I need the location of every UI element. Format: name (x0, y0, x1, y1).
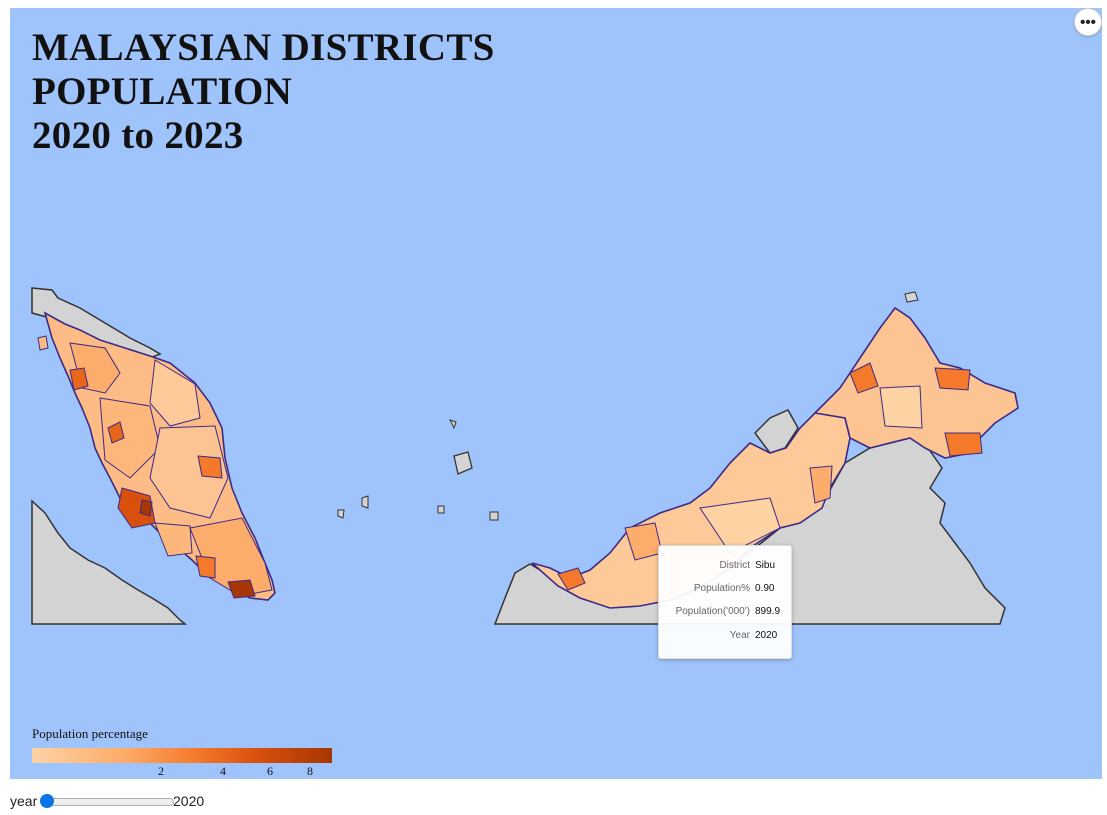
tooltip-key: District (719, 560, 750, 571)
natuna-island (453, 451, 473, 475)
choropleth-map[interactable] (10, 8, 1102, 779)
legend-tick: 2 (158, 764, 164, 778)
district-miri[interactable] (809, 465, 833, 504)
legend-tick: 6 (267, 764, 273, 778)
map-panel: MALAYSIAN DISTRICTS POPULATION 2020 to 2… (10, 8, 1102, 779)
year-slider-label: year (10, 793, 38, 809)
tooltip-key: Population('000') (675, 606, 750, 617)
year-slider-control: year 2020 (10, 790, 410, 814)
district-klang-valley[interactable] (117, 487, 156, 529)
tooltip-key: Year (729, 630, 750, 641)
langkawi-island[interactable] (37, 335, 49, 351)
district-kuching[interactable] (557, 567, 586, 591)
legend-tick: 4 (220, 764, 226, 778)
district-pahang[interactable] (149, 425, 229, 519)
sabah[interactable] (813, 306, 1019, 459)
district-hulu-langat[interactable] (139, 499, 153, 517)
year-slider-track[interactable] (44, 798, 174, 806)
small-island (361, 495, 369, 509)
district-kelantan[interactable] (149, 359, 201, 427)
legend-tick: 8 (307, 764, 313, 778)
more-horizontal-icon: ••• (1080, 13, 1096, 31)
tooltip-value: 899.9 (755, 606, 781, 617)
year-slider-thumb[interactable] (40, 794, 54, 808)
map-tooltip: District Sibu Population% 0.90 Populatio… (658, 545, 792, 659)
district-perak[interactable] (99, 397, 161, 479)
title-line-3: 2020 to 2023 (32, 114, 244, 157)
tooltip-value: 0.90 (755, 583, 775, 594)
district-johor-bahru[interactable] (227, 579, 256, 599)
title-line-1: MALAYSIAN DISTRICTS (32, 26, 495, 69)
district-tawau[interactable] (944, 432, 983, 457)
small-island (489, 511, 499, 521)
small-island (437, 505, 445, 514)
district-kota-kinabalu[interactable] (849, 362, 879, 394)
legend-title: Population percentage (32, 726, 148, 741)
tooltip-row-population-percent: Population% 0.90 (659, 583, 791, 597)
district-penang[interactable] (69, 367, 89, 391)
district-sandakan[interactable] (934, 367, 971, 391)
small-island (904, 291, 919, 303)
tooltip-key: Population% (693, 583, 750, 594)
district-kuantan[interactable] (197, 455, 223, 479)
small-island (337, 509, 345, 519)
district-ipoh[interactable] (107, 421, 125, 444)
district-kapit[interactable] (699, 497, 781, 554)
more-options-button[interactable]: ••• (1074, 8, 1102, 36)
district-keningau[interactable] (879, 385, 923, 429)
tooltip-value: Sibu (755, 560, 776, 571)
year-slider-value: 2020 (173, 793, 205, 809)
tooltip-row-population-count: Population('000') 899.9 (659, 606, 791, 620)
small-island (449, 419, 457, 430)
legend-color-bar (32, 748, 332, 763)
page-title: MALAYSIAN DISTRICTS POPULATION 2020 to 2… (32, 26, 495, 158)
district-negeri-sembilan[interactable] (154, 522, 193, 557)
tooltip-row-district: District Sibu (659, 560, 791, 574)
sumatra-landmass (31, 499, 188, 625)
tooltip-value: 2020 (755, 630, 778, 641)
district-batu-pahat[interactable] (195, 555, 216, 579)
tooltip-row-year: Year 2020 (659, 630, 791, 644)
title-line-2: POPULATION (32, 70, 293, 113)
